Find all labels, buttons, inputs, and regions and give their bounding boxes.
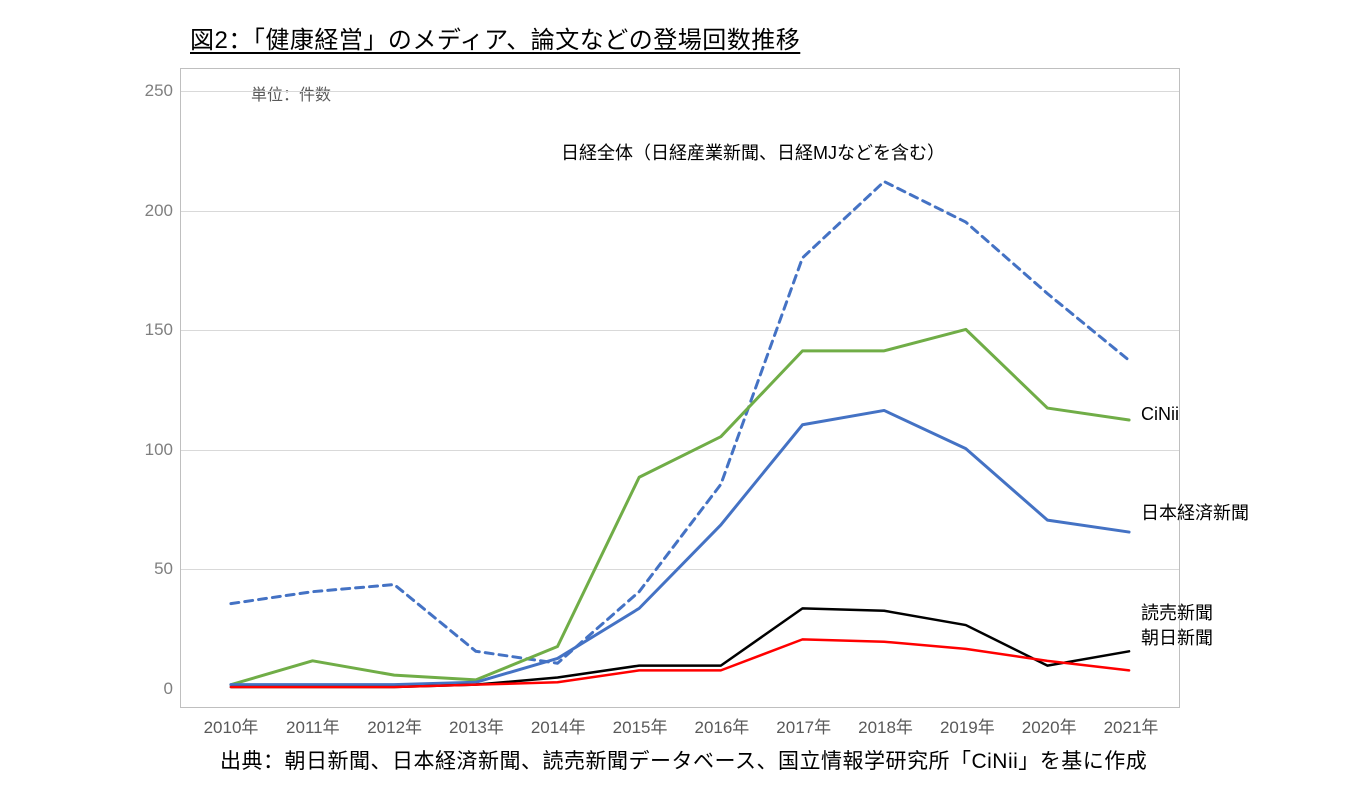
plot-area: 単位：件数 050100150200250 2010年2011年2012年201…	[180, 68, 1180, 708]
series-label: 朝日新聞	[1141, 624, 1213, 650]
y-axis-tick: 100	[145, 440, 173, 460]
series-line	[231, 182, 1129, 664]
x-axis-tick: 2015年	[613, 713, 668, 738]
figure-container: 図2：「健康経営」のメディア、論文などの登場回数推移 単位：件数 0501001…	[0, 0, 1353, 785]
x-axis-tick: 2011年	[286, 713, 340, 738]
series-line	[231, 639, 1129, 687]
series-line	[231, 329, 1129, 684]
x-axis-tick: 2021年	[1104, 713, 1159, 738]
y-axis-tick: 150	[145, 320, 173, 340]
x-axis-tick: 2013年	[449, 713, 504, 738]
y-axis-tick: 50	[154, 559, 173, 579]
x-axis-tick: 2014年	[531, 713, 586, 738]
series-label: 日経全体（日経産業新聞、日経MJなどを含む）	[561, 139, 945, 165]
series-label: 日本経済新聞	[1141, 499, 1249, 525]
series-label: CiNii	[1141, 404, 1179, 425]
chart-title: 図2：「健康経営」のメディア、論文などの登場回数推移	[190, 20, 800, 55]
series-line	[231, 410, 1129, 684]
y-axis-tick: 0	[164, 679, 173, 699]
x-axis-tick: 2020年	[1022, 713, 1077, 738]
y-axis-tick: 250	[145, 81, 173, 101]
x-axis-tick: 2012年	[367, 713, 422, 738]
x-axis-tick: 2018年	[858, 713, 913, 738]
x-axis-tick: 2019年	[940, 713, 995, 738]
series-label: 読売新聞	[1141, 599, 1213, 625]
x-axis-tick: 2017年	[776, 713, 831, 738]
series-line	[231, 608, 1129, 687]
source-note: 出典：朝日新聞、日本経済新聞、読売新聞データベース、国立情報学研究所「CiNii…	[220, 745, 1147, 775]
x-axis-tick: 2010年	[204, 713, 259, 738]
x-axis-tick: 2016年	[694, 713, 749, 738]
y-axis-tick: 200	[145, 201, 173, 221]
